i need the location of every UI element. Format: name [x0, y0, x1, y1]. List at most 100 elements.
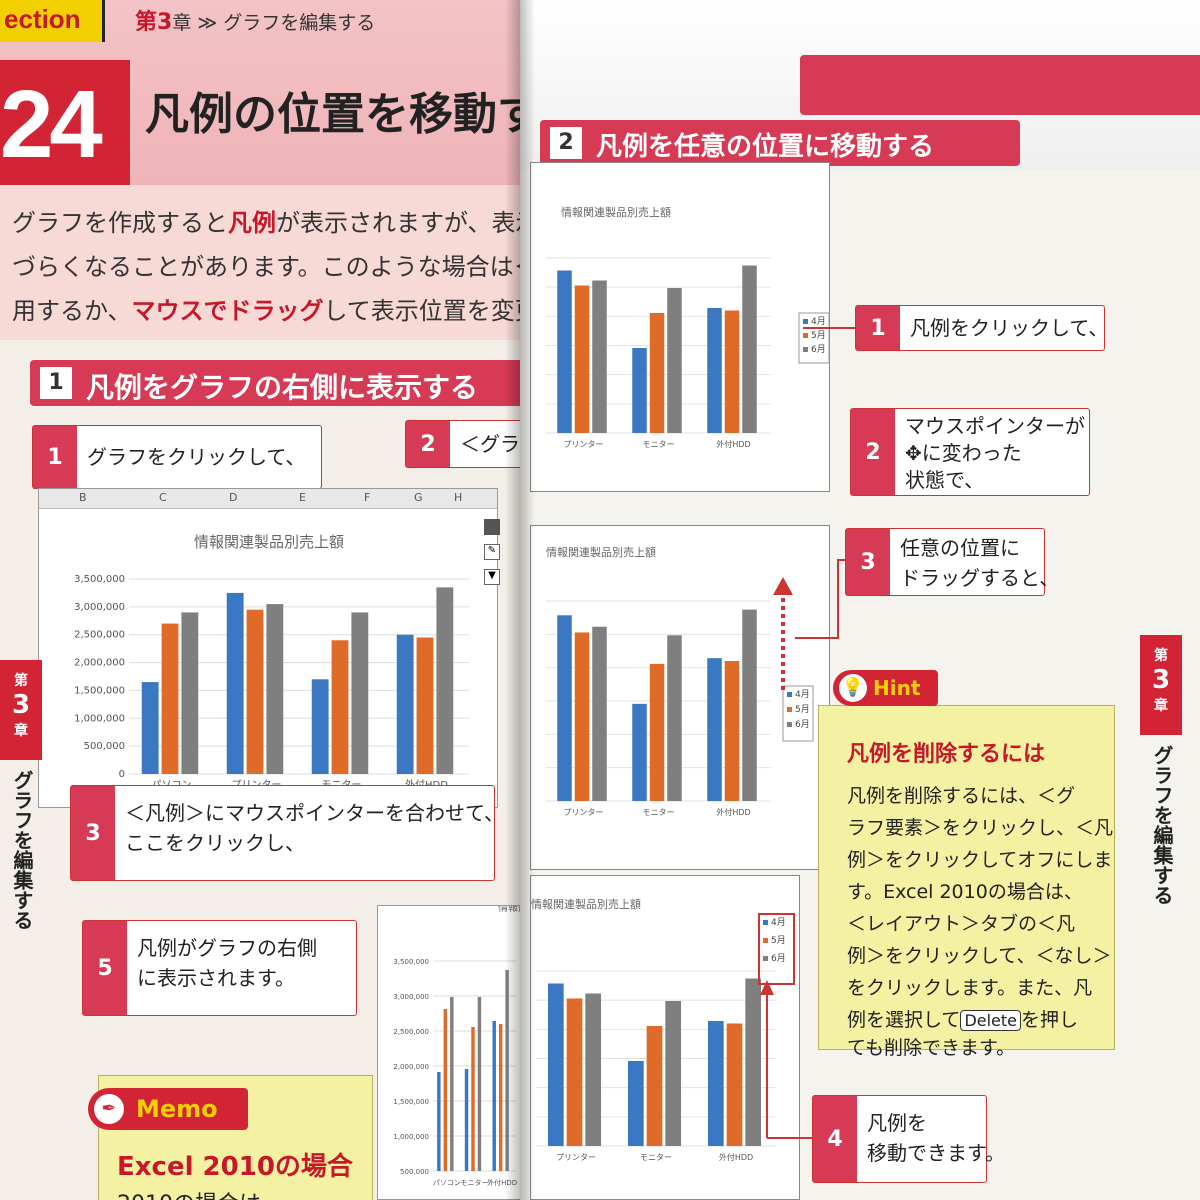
- bar: [632, 703, 647, 801]
- chapter-side-label-left: グラフを編集する: [10, 770, 34, 930]
- bar: [742, 265, 757, 433]
- chart-step2-select[interactable]: 情報関連製品別売上額 プリンター モニター 外付HDD 4月 5月 6月: [531, 163, 831, 493]
- legend-swatch: [803, 333, 808, 338]
- y-tick-label: 1,000,000: [74, 713, 125, 724]
- bar: [707, 308, 722, 433]
- bar: [477, 997, 482, 1171]
- chapter-breadcrumb: 第3章 ≫ グラフを編集する: [135, 10, 376, 35]
- step2-callout-3: 3 任意の位置に ドラッグすると、: [845, 528, 1059, 596]
- brush-icon[interactable]: ✎: [484, 544, 500, 560]
- y-tick-label: 2,000,000: [74, 658, 125, 669]
- y-tick-label: 3,000,000: [74, 602, 125, 613]
- hint-tag: 💡 Hint: [833, 670, 938, 706]
- x-tick-label: プリンター: [564, 440, 604, 449]
- legend-box: [758, 913, 795, 985]
- y-tick-label: 3,500,000: [393, 958, 429, 966]
- bar: [667, 288, 682, 433]
- bar: [667, 635, 682, 801]
- legend-swatch: [763, 938, 768, 943]
- bar: [566, 998, 583, 1146]
- chart-svg: 情報関連製品別売上額 3,500,000 3,000,000 2,500,000 2,0…: [393, 906, 525, 1187]
- legend-swatch: [803, 319, 808, 324]
- chart-title: 情報関連製品別売上額: [498, 906, 525, 914]
- bar: [726, 1023, 743, 1146]
- chart-title: 情報関連製品別売上額: [561, 205, 671, 219]
- chart-step2-drag[interactable]: 情報関連製品別売上額 プリンター モニター 外付HDD 4月 5月 6月: [531, 526, 831, 871]
- page-title: 凡例の位置を移動する: [145, 89, 525, 140]
- bar: [331, 640, 349, 774]
- y-tick-label: 2,500,000: [393, 1028, 429, 1036]
- x-tick-label: モニター: [643, 808, 675, 817]
- hint-box: 凡例を削除するには 凡例を削除するには、＜グ ラフ要素＞をクリックし、＜凡 例＞…: [818, 705, 1115, 1059]
- bar: [557, 270, 572, 433]
- step2-callout-1: 1 凡例をクリックして、: [855, 305, 1108, 351]
- chart-step2-result: 情報関連製品別売上額 プリンター モニター 外付HDD 4月 5月 6月: [531, 876, 801, 1200]
- legend-swatch: [787, 692, 792, 697]
- legend-label: 4月: [795, 689, 810, 700]
- section-number: 24: [0, 60, 130, 185]
- bar: [437, 1072, 441, 1171]
- excel-sheet-result: 情報関連製品別売上額 3,500,000 3,000,000 2,500,000 2,0…: [377, 905, 525, 1200]
- x-tick-label: パソコン: [433, 1179, 461, 1187]
- bar: [707, 658, 722, 801]
- x-tick-label: プリンター: [564, 808, 604, 817]
- step1-heading: 1 凡例をグラフの右側に表示する: [30, 360, 525, 406]
- y-tick-label: 1,500,000: [74, 685, 125, 696]
- y-tick-label: 1,500,000: [393, 1098, 429, 1106]
- bar: [632, 348, 647, 433]
- legend-label: 5月: [795, 704, 810, 715]
- memo-tag: ✒ Memo: [88, 1088, 248, 1130]
- legend-swatch: [763, 920, 768, 925]
- bar: [592, 626, 607, 801]
- bar: [351, 612, 369, 774]
- filter-icon[interactable]: ▼: [484, 569, 500, 585]
- bar: [416, 637, 434, 774]
- left-page: ection 第3章 ≫ グラフを編集する 24 凡例の位置を移動する グラフを…: [0, 0, 525, 1200]
- bar: [628, 1061, 644, 1146]
- bar: [246, 609, 264, 774]
- y-tick-label: 500,000: [400, 1168, 429, 1176]
- step1-callout-5: 5 凡例がグラフの右側 に表示されます。: [82, 920, 357, 1016]
- bar: [649, 313, 665, 433]
- chart-svg: 情報関連製品別売上額 3,500,000 3,000,000 2,500,000 2,0…: [74, 533, 469, 791]
- y-tick-label: 3,000,000: [393, 993, 429, 1001]
- bar: [646, 1026, 663, 1146]
- legend-swatch: [787, 722, 792, 727]
- bar: [724, 310, 740, 433]
- legend-label: 5月: [771, 935, 786, 946]
- bar: [574, 285, 590, 433]
- chart-step1-result: 情報関連製品別売上額 3,500,000 3,000,000 2,500,000 2,0…: [378, 906, 525, 1200]
- y-tick-label: 3,500,000: [74, 574, 125, 585]
- bar: [548, 983, 564, 1146]
- chapter-side-label-right: グラフを編集する: [1150, 745, 1174, 905]
- bar: [708, 1021, 724, 1146]
- delete-key: Delete: [960, 1010, 1022, 1031]
- legend-label: 6月: [771, 953, 786, 964]
- bar: [574, 632, 590, 801]
- y-tick-label: 500,000: [84, 741, 125, 752]
- y-tick-label: 0: [119, 769, 125, 780]
- bar: [141, 682, 159, 774]
- x-tick-label: 外付HDD: [716, 439, 750, 449]
- step1-callout-3: 3 ＜凡例＞にマウスポインターを合わせて、 ここをクリックし、: [70, 785, 504, 881]
- lightbulb-icon: 💡: [839, 674, 867, 702]
- bar: [492, 1021, 496, 1171]
- legend-swatch: [803, 347, 808, 352]
- chart-title: 情報関連製品別売上額: [546, 545, 656, 559]
- section-tag: ection: [0, 0, 105, 42]
- chart-step1[interactable]: 情報関連製品別売上額 3,500,000 3,000,000 2,500,000 2,0…: [49, 519, 489, 804]
- x-tick-label: モニター: [640, 1153, 672, 1162]
- x-tick-label: プリンター: [556, 1153, 596, 1162]
- bar: [436, 587, 454, 774]
- bar: [665, 1001, 681, 1146]
- step1-callout-1: 1 グラフをクリックして、: [32, 425, 322, 489]
- y-tick-label: 2,500,000: [74, 630, 125, 641]
- pen-icon: ✒: [94, 1094, 124, 1124]
- x-tick-label: 外付HDD: [716, 807, 750, 817]
- chart-elements-button[interactable]: [484, 519, 500, 535]
- x-tick-label: モニター: [461, 1178, 489, 1187]
- x-tick-label: 外付HDD: [487, 1178, 517, 1187]
